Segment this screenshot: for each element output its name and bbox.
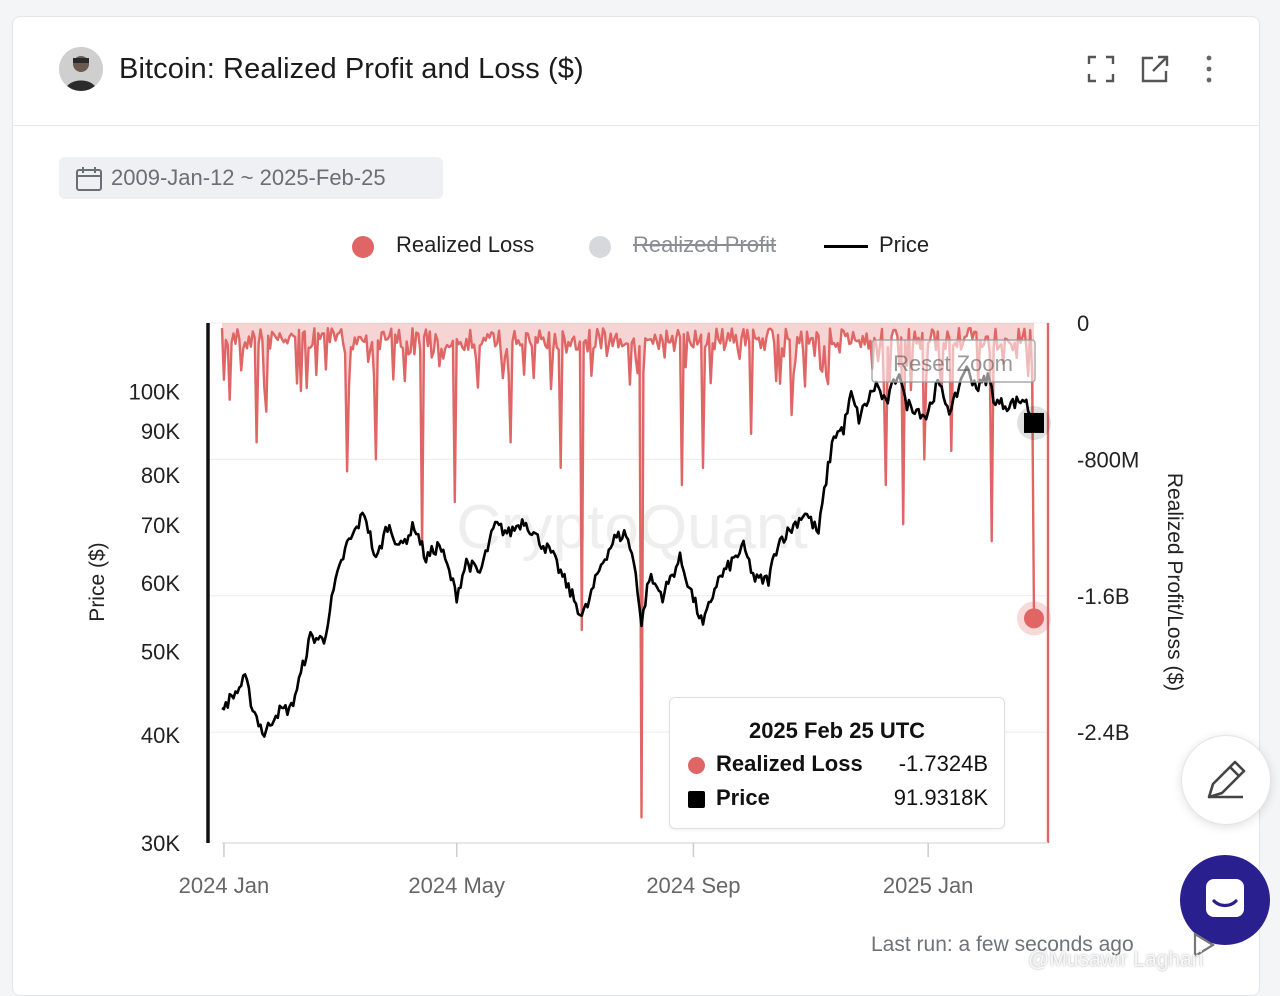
reset-zoom-button[interactable]: Reset Zoom (871, 339, 1036, 383)
last-run-status: Last run: a few seconds ago (871, 933, 1134, 956)
y-right-tick-label: -1.6B (1077, 584, 1130, 609)
fullscreen-icon (1087, 55, 1115, 83)
hover-markers (1017, 405, 1051, 636)
left-axis-ticks: 100K 90K 80K 70K 60K 50K 40K 30K (129, 379, 181, 856)
fullscreen-button[interactable] (1085, 53, 1117, 85)
edit-button[interactable] (1181, 735, 1271, 825)
more-options-button[interactable] (1193, 53, 1225, 85)
y-left-tick-label: 40K (141, 723, 180, 748)
tooltip-row-realized-loss: Realized Loss -1.7324B (688, 751, 988, 779)
date-range-picker[interactable]: 2009-Jan-12 ~ 2025-Feb-25 (59, 157, 443, 199)
legend-label-price: Price (879, 232, 930, 257)
chart-title: Bitcoin: Realized Profit and Loss ($) (119, 53, 584, 85)
open-external-button[interactable] (1139, 53, 1171, 85)
legend-label-realized-loss: Realized Loss (396, 232, 535, 257)
tooltip-value-price: 91.9318K (893, 785, 988, 810)
tooltip-row-price: Price 91.9318K (688, 785, 988, 813)
x-tick-label: 2024 May (408, 873, 505, 898)
more-vertical-icon (1206, 55, 1212, 83)
chart-card: Bitcoin: Realized Profit and Loss ($) 20… (12, 16, 1260, 996)
axes (206, 323, 1048, 844)
tooltip-marker-loss (688, 757, 705, 774)
author-avatar[interactable] (59, 47, 103, 91)
chat-icon (1206, 879, 1244, 917)
play-icon[interactable] (1188, 930, 1218, 960)
y-left-axis-label: Price ($) (86, 542, 109, 621)
tooltip-title: 2025 Feb 25 UTC (748, 718, 926, 743)
right-axis-ticks: 0 -800M -1.6B -2.4B (1077, 311, 1139, 745)
legend-label-realized-profit: Realized Profit (633, 232, 777, 257)
pencil-icon (1207, 760, 1246, 799)
x-axis-ticks: 2024 Jan 2024 May 2024 Sep 2025 Jan (179, 843, 974, 898)
y-left-tick-label: 50K (141, 639, 180, 664)
loss-hover-point (1024, 608, 1044, 629)
y-right-tick-label: -800M (1077, 447, 1139, 472)
tooltip-name-price: Price (716, 785, 770, 810)
y-right-axis-label: Realized Profit/Loss ($) (1163, 473, 1186, 691)
calendar-icon (76, 167, 102, 191)
y-right-tick-label: 0 (1077, 311, 1089, 336)
x-tick-label: 2024 Jan (179, 873, 270, 898)
y-left-tick-label: 70K (141, 513, 180, 538)
y-left-tick-label: 90K (141, 419, 180, 444)
source-watermark: @Musawir Laghari (1028, 948, 1204, 971)
reset-zoom-box[interactable] (871, 339, 1036, 383)
y-left-tick-label: 100K (129, 379, 181, 404)
card-header: Bitcoin: Realized Profit and Loss ($) (13, 17, 1259, 126)
tooltip-value-loss: -1.7324B (898, 751, 988, 776)
y-left-tick-label: 30K (141, 831, 180, 856)
external-link-icon (1141, 55, 1169, 83)
y-right-tick-label: -2.4B (1077, 720, 1130, 745)
legend-marker-price (824, 245, 868, 248)
chat-support-button[interactable] (1180, 855, 1270, 945)
y-left-tick-label: 80K (141, 463, 180, 488)
x-tick-label: 2024 Sep (646, 873, 740, 898)
x-tick-label: 2025 Jan (883, 873, 974, 898)
legend-marker-realized-profit (589, 236, 611, 258)
legend-marker-realized-loss (352, 236, 374, 258)
data-tooltip: 2025 Feb 25 UTC Realized Loss -1.7324B P… (669, 697, 1005, 829)
tooltip-name-loss: Realized Loss (716, 751, 863, 776)
reset-zoom-label[interactable]: Reset Zoom (893, 351, 1013, 376)
y-left-tick-label: 60K (141, 571, 180, 596)
date-range-text: 2009-Jan-12 ~ 2025-Feb-25 (111, 165, 386, 190)
tooltip-marker-price (688, 791, 705, 808)
price-hover-point (1024, 412, 1044, 433)
